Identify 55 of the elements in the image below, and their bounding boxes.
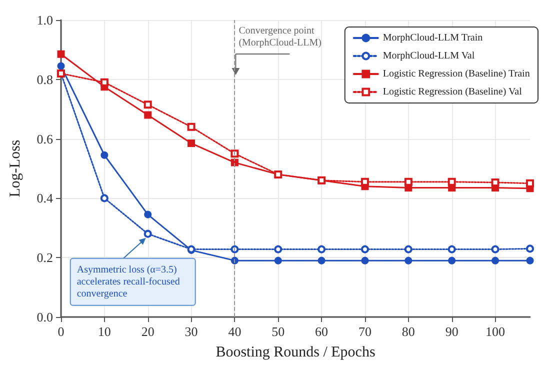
point [144, 230, 152, 238]
point [274, 245, 282, 254]
legend-label: Logistic Regression (Baseline) Train [382, 68, 530, 80]
ref-line-label: Convergence point (MorphCloud-LLM) [238, 26, 322, 48]
point [360, 245, 369, 254]
y-tick-label: 0.8 [36, 72, 53, 87]
point [404, 256, 412, 264]
point [318, 245, 326, 254]
y-tick-label: 0.2 [36, 250, 53, 266]
x-tick-label: 70 [358, 324, 372, 339]
point [274, 256, 282, 264]
point [100, 194, 108, 202]
y-tick-label: 0.0 [36, 310, 53, 324]
legend-label: MorphCloud-LLM Train [382, 32, 483, 44]
point [318, 256, 326, 264]
legend-label: Logistic Regression (Baseline) Val [382, 86, 522, 98]
x-tick-label: 40 [228, 324, 242, 339]
annotation: Asymmetric loss (α=3.5) accelerates recall-focused convergence [76, 264, 182, 300]
point [526, 244, 534, 253]
point [448, 178, 456, 186]
point [404, 178, 412, 186]
point [526, 256, 534, 264]
point [492, 256, 500, 264]
point [187, 122, 196, 131]
point [491, 178, 500, 186]
x-tick-label: 20 [141, 324, 154, 339]
point [57, 50, 65, 58]
y-tick-label: 1.0 [36, 12, 53, 28]
point [144, 210, 152, 218]
point [144, 111, 152, 119]
y-tick-label: 0.6 [36, 131, 54, 146]
point [100, 151, 108, 159]
point [491, 245, 500, 254]
x-tick-label: 50 [272, 324, 285, 339]
x-tick-label: 90 [445, 324, 458, 339]
point [448, 256, 456, 264]
x-tick-label: 0 [58, 324, 64, 339]
point [360, 178, 369, 186]
x-axis-title: Boosting Rounds / Epochs [216, 344, 376, 360]
x-tick-label: 30 [184, 324, 198, 339]
x-tick-label: 80 [402, 324, 415, 339]
x-tick-label: 10 [98, 324, 111, 339]
x-tick-label: 100 [486, 324, 506, 339]
y-tick-label: 0.4 [36, 190, 54, 206]
point [361, 256, 369, 264]
point [144, 100, 152, 109]
y-axis-title: Log-Loss [8, 140, 24, 198]
point [57, 62, 65, 70]
point [100, 78, 108, 86]
point [448, 245, 456, 254]
point [188, 140, 196, 148]
x-tick-label: 60 [315, 324, 328, 339]
point [404, 245, 412, 254]
point [526, 179, 534, 188]
legend-label: MorphCloud-LLM Val [382, 50, 475, 62]
